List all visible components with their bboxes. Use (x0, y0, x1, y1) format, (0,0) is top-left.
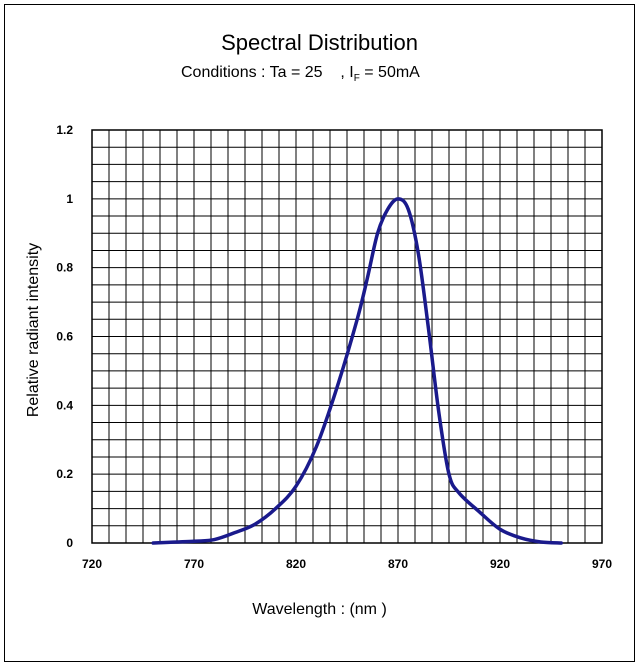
series-line (151, 197, 563, 545)
y-tick-label: 0.6 (56, 330, 73, 344)
x-tick-label: 720 (82, 557, 102, 571)
subtitle-current-subscript: F (353, 73, 360, 85)
chart-subtitle: Conditions : Ta = 25 , IF = 50mA (181, 64, 420, 84)
x-axis-label: Wavelength : (nm ) (252, 601, 387, 618)
y-tick-label: 0.4 (56, 398, 73, 412)
x-tick-label: 820 (286, 557, 306, 571)
y-tick-label: 1 (66, 192, 73, 206)
plot-area (91, 129, 603, 544)
x-tick-label: 770 (184, 557, 204, 571)
subtitle-conditions: Conditions : Ta = 25 (181, 64, 323, 81)
y-tick-label: 0.2 (56, 467, 73, 481)
subtitle-current-value: = 50mA (359, 64, 420, 81)
x-tick-label: 870 (388, 557, 408, 571)
x-tick-label: 920 (490, 557, 510, 571)
chart-title: Spectral Distribution (221, 30, 418, 55)
y-tick-label: 0 (66, 536, 73, 550)
y-tick-label: 0.8 (56, 261, 73, 275)
y-tick-label: 1.2 (56, 123, 73, 137)
x-tick-label: 970 (592, 557, 612, 571)
subtitle-current-label: , I (340, 64, 354, 81)
